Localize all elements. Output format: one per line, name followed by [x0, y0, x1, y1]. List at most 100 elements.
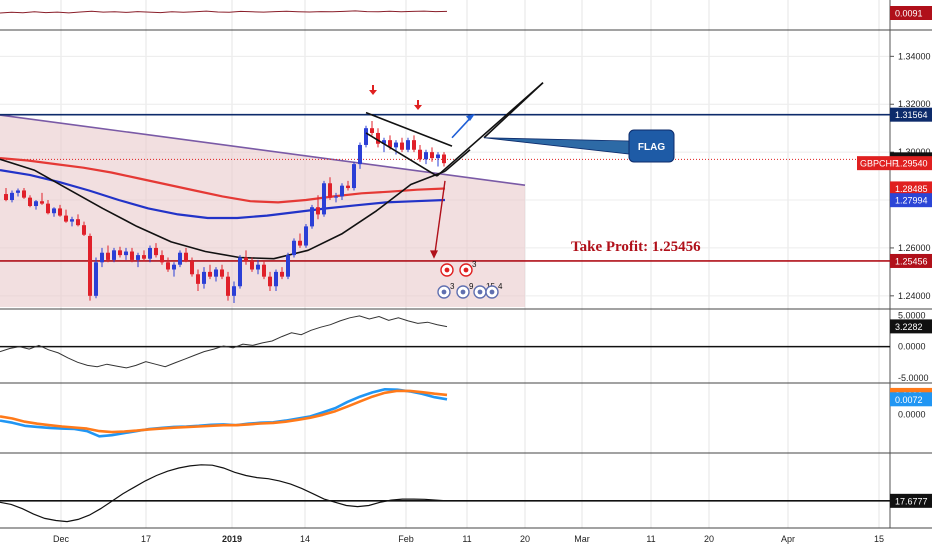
oscillator-line	[0, 315, 448, 369]
price-tag-label: 1.29540	[895, 159, 928, 169]
marker-arrow	[414, 105, 422, 110]
event-badge-dot	[460, 289, 466, 295]
candle-body	[382, 140, 386, 144]
macd-line	[0, 388, 448, 438]
candle-body	[370, 128, 374, 133]
macd-tag	[890, 392, 932, 407]
macd-line	[0, 389, 448, 434]
candle-body	[28, 197, 32, 207]
time-axis-label: Feb	[398, 534, 414, 544]
candle-body	[52, 208, 56, 214]
candle-body	[256, 264, 260, 270]
candle-body	[220, 269, 224, 277]
candle-body	[202, 271, 206, 284]
candle-body	[208, 271, 212, 277]
candle-body	[76, 219, 80, 226]
moving-average-line	[0, 157, 446, 204]
arrow-up-line	[451, 115, 473, 139]
axis-tick-label: 1.34000	[898, 51, 931, 61]
candle-body	[232, 286, 236, 296]
top-indicator-value: 0.0091	[895, 9, 923, 19]
price-tag	[890, 253, 932, 268]
top-indicator-tag	[890, 6, 932, 20]
axis-tick-label: 1.26000	[898, 243, 931, 253]
candle-body	[418, 149, 422, 160]
candle-body	[298, 240, 302, 246]
moving-average-extension	[444, 149, 471, 172]
candle-body	[82, 225, 86, 235]
event-badge-count: 3	[450, 282, 455, 291]
arrow-down-head	[430, 250, 438, 259]
candle-body	[16, 190, 20, 193]
candle-body	[430, 152, 434, 159]
candle-body	[154, 247, 158, 256]
flag-label: FLAG	[638, 142, 665, 153]
candle-body	[340, 185, 344, 197]
candle-body	[352, 164, 356, 189]
candle-body	[94, 262, 98, 296]
candle-body	[70, 219, 74, 222]
candle-body	[46, 203, 50, 214]
event-badge-count: 9	[469, 282, 474, 291]
candle-body	[280, 271, 284, 277]
candle-body	[10, 192, 14, 201]
pole-line-2	[483, 82, 544, 139]
time-axis-label: 15	[874, 534, 884, 544]
flag-callout[interactable]: FLAG	[628, 129, 675, 163]
candle-body	[262, 264, 266, 277]
candle-body	[160, 255, 164, 263]
moving-average-line	[0, 169, 446, 220]
time-axis-label: 11	[646, 534, 655, 544]
flag-label-box	[628, 129, 675, 163]
macd-value: 0.0072	[895, 395, 923, 405]
time-axis-label: Dec	[53, 534, 70, 544]
candle-body	[4, 194, 8, 201]
time-axis-label: Mar	[574, 534, 590, 544]
candle-body	[322, 183, 326, 215]
candle-body	[310, 207, 314, 227]
axis-tick-label: 1.30000	[898, 147, 931, 157]
oscillator-tag	[890, 319, 932, 334]
candle-body	[442, 154, 446, 164]
candle-body	[226, 276, 230, 296]
candle-body	[274, 271, 278, 287]
candle-body	[286, 255, 290, 277]
candle-body	[118, 250, 122, 256]
candle-body	[214, 269, 218, 277]
time-axis-label: 17	[141, 534, 151, 544]
candle-body	[106, 252, 110, 260]
candle-body	[364, 128, 368, 145]
adx-pane: 17.6777	[0, 464, 932, 523]
candle-body	[148, 247, 152, 259]
time-axis[interactable]: Dec 17 2019 14 Feb 11 20 Mar 11 20 Apr 15	[53, 534, 884, 544]
time-axis-label: 11	[462, 534, 471, 544]
flag-drawing	[365, 82, 630, 259]
axis-tick-label: 0.0000	[898, 409, 926, 419]
price-tag	[890, 107, 932, 122]
candle-body	[406, 140, 410, 150]
take-profit-label: Take Profit: 1.25456	[571, 239, 701, 255]
flag-top-line	[365, 111, 453, 147]
adx-line	[0, 464, 448, 523]
event-badge-count: 4	[498, 282, 503, 291]
candle-body	[244, 257, 248, 262]
main-price-pane[interactable]: 339154 FLAG Take Profit: 1.25456	[0, 82, 890, 307]
candle-body	[376, 132, 380, 144]
candle-body	[88, 235, 92, 296]
oscillator-pane: 5.0000 0.0000 -5.0000 3.2282	[0, 310, 932, 383]
candle-body	[22, 190, 26, 198]
instrument-tag	[857, 156, 890, 171]
candle-body	[184, 252, 188, 262]
time-axis-label: 20	[704, 534, 714, 544]
top-indicator-line	[0, 10, 448, 14]
candle-body	[166, 262, 170, 270]
candle-body	[388, 140, 392, 148]
candle-body	[112, 250, 116, 260]
candle-body	[40, 201, 44, 204]
axis-tick-label: 1.24000	[898, 291, 931, 301]
axis-tick-label: 0.0000	[898, 342, 926, 352]
moving-average-line	[0, 158, 446, 260]
adx-value: 17.6777	[895, 496, 928, 506]
